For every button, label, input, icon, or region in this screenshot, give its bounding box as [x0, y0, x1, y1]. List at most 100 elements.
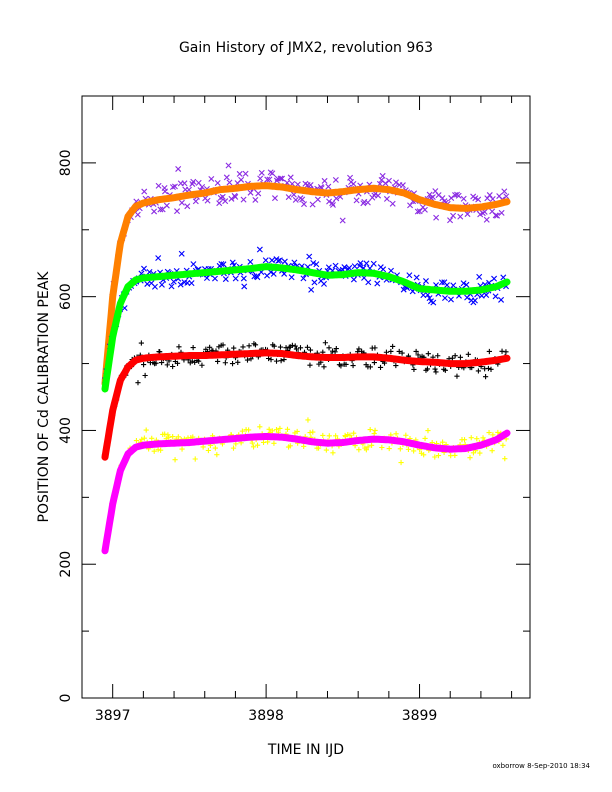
data-point [343, 361, 349, 368]
data-point [258, 169, 265, 176]
data-point [204, 197, 211, 204]
data-point [232, 275, 239, 282]
data-point [289, 342, 295, 348]
data-point [460, 195, 467, 202]
data-point [447, 217, 454, 224]
data-point [141, 435, 147, 441]
data-point [218, 261, 225, 267]
plot-frame [81, 95, 531, 699]
data-point [440, 439, 446, 445]
data-point [214, 452, 220, 458]
data-point [266, 426, 272, 432]
data-point [236, 170, 243, 177]
data-point [433, 369, 439, 375]
data-point [222, 276, 229, 283]
data-point [268, 257, 275, 264]
data-point [422, 278, 429, 285]
data-point [207, 344, 213, 350]
data-point [353, 197, 360, 204]
data-point [388, 267, 394, 274]
data-point [425, 351, 431, 357]
data-point [494, 212, 501, 219]
data-point [415, 352, 421, 358]
data-point [252, 342, 259, 348]
data-point [439, 195, 446, 202]
data-point [188, 280, 195, 287]
data-point [339, 217, 346, 224]
data-point [333, 345, 339, 352]
data-point [309, 201, 316, 208]
data-point [170, 363, 176, 370]
data-point [304, 344, 311, 350]
data-point [498, 209, 505, 216]
data-point [178, 199, 185, 206]
data-point [287, 174, 294, 181]
data-point [301, 201, 307, 208]
data-point [139, 436, 145, 442]
data-point [169, 184, 176, 191]
data-point [380, 266, 387, 273]
data-point [306, 253, 313, 260]
data-point [235, 359, 241, 365]
data-point [279, 175, 286, 182]
y-tick-label: 600 [58, 283, 74, 310]
data-point [320, 432, 326, 439]
data-point [377, 364, 384, 371]
x-tick-label: 3897 [95, 708, 131, 724]
data-point [371, 359, 377, 366]
data-point [222, 360, 228, 366]
data-point [452, 452, 458, 459]
data-point [382, 180, 389, 187]
data-point [483, 216, 490, 223]
data-point [225, 162, 232, 169]
data-point [223, 174, 230, 181]
data-point [483, 292, 490, 299]
data-point [199, 362, 205, 368]
x-tick-label: 3899 [402, 708, 438, 724]
data-point [155, 255, 162, 262]
data-point [406, 272, 413, 279]
data-point [476, 273, 483, 280]
data-point [405, 446, 412, 452]
data-point [277, 425, 283, 432]
data-point [411, 366, 417, 373]
data-point [367, 364, 373, 370]
data-point [142, 372, 148, 379]
data-point [220, 261, 227, 268]
data-point [341, 264, 348, 271]
data-point [271, 440, 277, 446]
data-point [329, 200, 336, 207]
data-point [162, 188, 169, 195]
data-point [287, 443, 293, 449]
data-point [347, 174, 354, 181]
data-point [140, 362, 147, 368]
data-point [367, 426, 373, 433]
data-point [297, 345, 304, 351]
data-point [379, 444, 385, 451]
data-point [199, 183, 206, 190]
data-point [229, 361, 236, 367]
y-tick-label: 400 [58, 417, 74, 444]
data-point [461, 437, 468, 443]
data-point [421, 206, 428, 213]
data-point [371, 430, 377, 437]
data-point [424, 291, 431, 298]
data-point [471, 297, 478, 304]
data-point [284, 426, 291, 432]
data-point [249, 440, 255, 446]
data-point [321, 177, 328, 184]
data-point [435, 353, 441, 359]
data-point [322, 340, 328, 346]
y-axis-ticks: 0 200 400 600 800 [58, 150, 530, 702]
data-point [271, 343, 277, 349]
data-point [190, 344, 196, 351]
data-point [449, 355, 456, 361]
data-point [175, 165, 182, 172]
data-point [442, 367, 448, 373]
data-point [488, 366, 494, 372]
data-point [230, 445, 237, 451]
data-point [174, 360, 181, 366]
data-point [301, 443, 307, 449]
data-point [383, 195, 390, 202]
data-point [246, 427, 252, 433]
